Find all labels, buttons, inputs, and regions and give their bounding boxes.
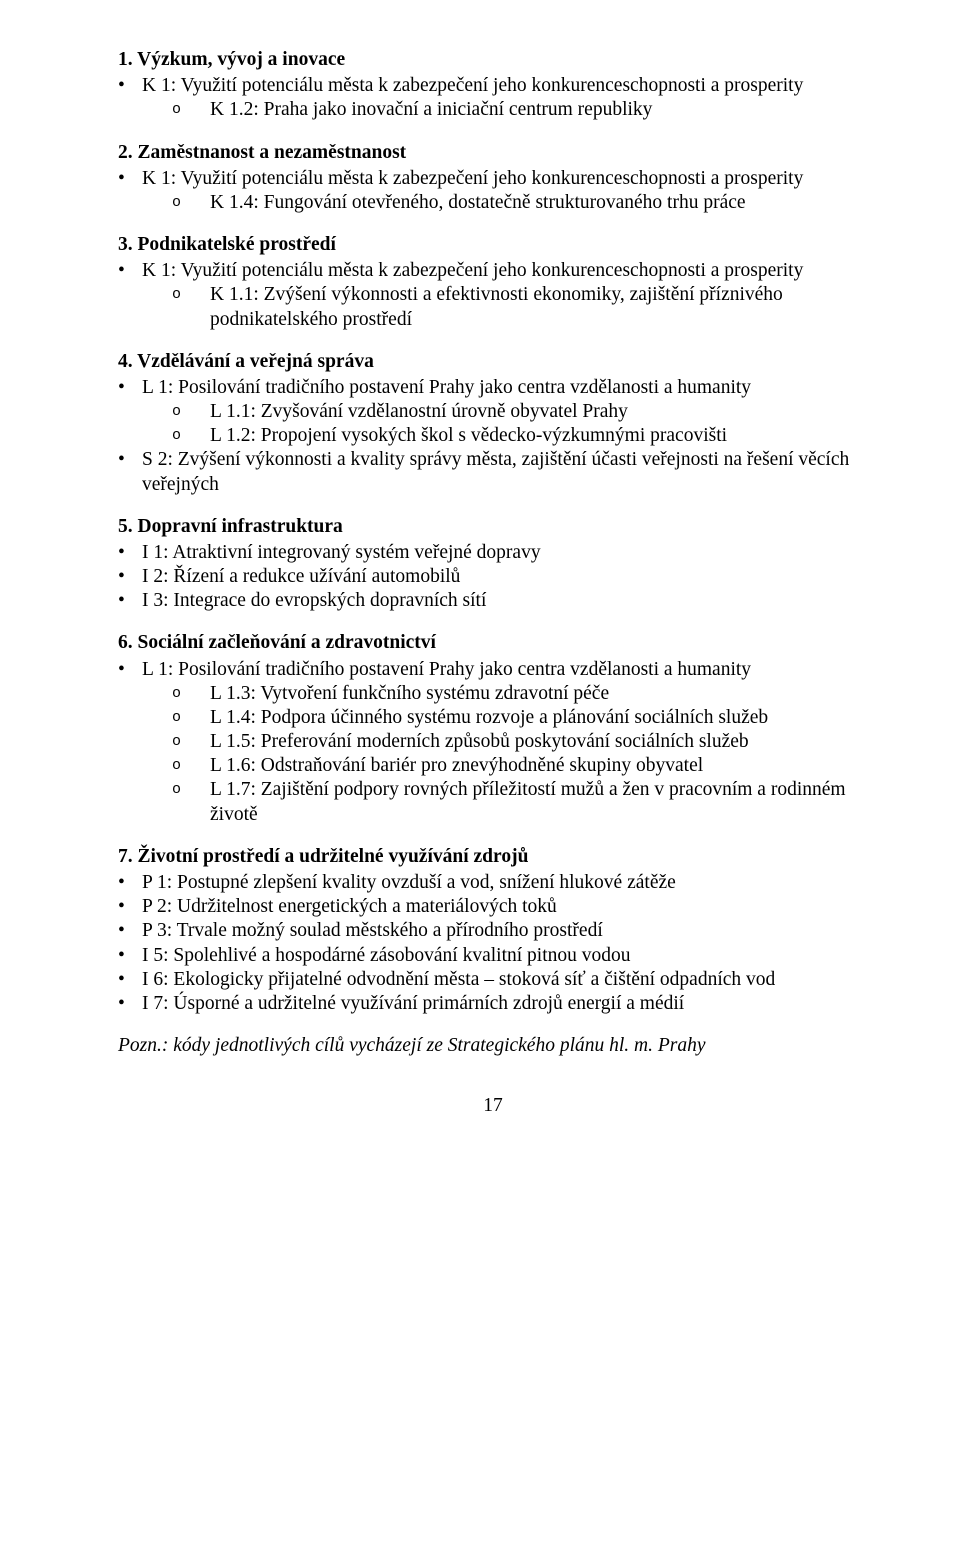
sub-list: K 1.4: Fungování otevřeného, dostatečně …: [142, 191, 868, 215]
bullet-list: L 1: Posilování tradičního postavení Pra…: [118, 658, 868, 827]
sub-list-item: K 1.2: Praha jako inovační a iniciační c…: [142, 98, 868, 122]
list-item: I 1: Atraktivní integrovaný systém veřej…: [118, 541, 868, 565]
section-heading: 3. Podnikatelské prostředí: [118, 233, 868, 257]
item-text: K 1: Využití potenciálu města k zabezpeč…: [142, 168, 803, 189]
sub-list-item: L 1.1: Zvyšování vzdělanostní úrovně oby…: [142, 400, 868, 424]
list-item: S 2: Zvýšení výkonnosti a kvality správy…: [118, 448, 868, 496]
list-item: L 1: Posilování tradičního postavení Pra…: [118, 376, 868, 449]
bullet-list: P 1: Postupné zlepšení kvality ovzduší a…: [118, 871, 868, 1016]
sub-list-item: L 1.7: Zajištění podpory rovných příleži…: [142, 778, 868, 826]
bullet-list: L 1: Posilování tradičního postavení Pra…: [118, 376, 868, 497]
item-text: K 1: Využití potenciálu města k zabezpeč…: [142, 75, 803, 96]
section-heading: 7. Životní prostředí a udržitelné využív…: [118, 845, 868, 869]
sub-item-text: L 1.6: Odstraňování bariér pro znevýhodn…: [210, 755, 703, 776]
list-item: I 5: Spolehlivé a hospodárné zásobování …: [118, 944, 868, 968]
sub-list-item: L 1.6: Odstraňování bariér pro znevýhodn…: [142, 754, 868, 778]
list-item: L 1: Posilování tradičního postavení Pra…: [118, 658, 868, 827]
sub-item-text: L 1.4: Podpora účinného systému rozvoje …: [210, 707, 768, 728]
item-text: L 1: Posilování tradičního postavení Pra…: [142, 659, 751, 680]
sub-item-text: L 1.7: Zajištění podpory rovných příleži…: [210, 779, 846, 824]
list-item: I 2: Řízení a redukce užívání automobilů: [118, 565, 868, 589]
list-item: K 1: Využití potenciálu města k zabezpeč…: [118, 167, 868, 215]
list-item: I 7: Úsporné a udržitelné využívání prim…: [118, 992, 868, 1016]
item-text: P 3: Trvale možný soulad městského a pří…: [142, 920, 603, 941]
section-heading: 5. Dopravní infrastruktura: [118, 515, 868, 539]
list-item: P 3: Trvale možný soulad městského a pří…: [118, 919, 868, 943]
bullet-list: I 1: Atraktivní integrovaný systém veřej…: [118, 541, 868, 614]
section-heading: 6. Sociální začleňování a zdravotnictví: [118, 631, 868, 655]
list-item: K 1: Využití potenciálu města k zabezpeč…: [118, 74, 868, 122]
item-text: I 5: Spolehlivé a hospodárné zásobování …: [142, 945, 631, 966]
sub-list: L 1.3: Vytvoření funkčního systému zdrav…: [142, 682, 868, 827]
item-text: P 2: Udržitelnost energetických a materi…: [142, 896, 557, 917]
document-page: 1. Výzkum, vývoj a inovace K 1: Využití …: [0, 0, 960, 1158]
list-item: P 2: Udržitelnost energetických a materi…: [118, 895, 868, 919]
sub-list: L 1.1: Zvyšování vzdělanostní úrovně oby…: [142, 400, 868, 448]
sub-item-text: L 1.1: Zvyšování vzdělanostní úrovně oby…: [210, 401, 628, 422]
sub-list-item: L 1.4: Podpora účinného systému rozvoje …: [142, 706, 868, 730]
footnote: Pozn.: kódy jednotlivých cílů vycházejí …: [118, 1034, 868, 1058]
sub-list-item: L 1.2: Propojení vysokých škol s vědecko…: [142, 424, 868, 448]
page-number: 17: [118, 1094, 868, 1118]
item-text: P 1: Postupné zlepšení kvality ovzduší a…: [142, 872, 676, 893]
item-text: K 1: Využití potenciálu města k zabezpeč…: [142, 260, 803, 281]
list-item: P 1: Postupné zlepšení kvality ovzduší a…: [118, 871, 868, 895]
sub-list-item: K 1.1: Zvýšení výkonnosti a efektivnosti…: [142, 283, 868, 331]
bullet-list: K 1: Využití potenciálu města k zabezpeč…: [118, 167, 868, 215]
item-text: S 2: Zvýšení výkonnosti a kvality správy…: [142, 449, 849, 494]
sub-list-item: L 1.5: Preferování moderních způsobů pos…: [142, 730, 868, 754]
sub-list-item: K 1.4: Fungování otevřeného, dostatečně …: [142, 191, 868, 215]
section-heading: 1. Výzkum, vývoj a inovace: [118, 48, 868, 72]
list-item: I 3: Integrace do evropských dopravních …: [118, 589, 868, 613]
sub-item-text: K 1.2: Praha jako inovační a iniciační c…: [210, 99, 652, 120]
item-text: I 6: Ekologicky přijatelné odvodnění měs…: [142, 969, 775, 990]
section-heading: 4. Vzdělávání a veřejná správa: [118, 350, 868, 374]
sub-item-text: L 1.2: Propojení vysokých škol s vědecko…: [210, 425, 727, 446]
item-text: I 7: Úsporné a udržitelné využívání prim…: [142, 993, 684, 1014]
sub-list: K 1.1: Zvýšení výkonnosti a efektivnosti…: [142, 283, 868, 331]
sub-item-text: L 1.5: Preferování moderních způsobů pos…: [210, 731, 749, 752]
sub-list: K 1.2: Praha jako inovační a iniciační c…: [142, 98, 868, 122]
list-item: K 1: Využití potenciálu města k zabezpeč…: [118, 259, 868, 332]
item-text: I 1: Atraktivní integrovaný systém veřej…: [142, 542, 541, 563]
item-text: L 1: Posilování tradičního postavení Pra…: [142, 377, 751, 398]
list-item: I 6: Ekologicky přijatelné odvodnění měs…: [118, 968, 868, 992]
sub-item-text: L 1.3: Vytvoření funkčního systému zdrav…: [210, 683, 609, 704]
bullet-list: K 1: Využití potenciálu města k zabezpeč…: [118, 259, 868, 332]
item-text: I 2: Řízení a redukce užívání automobilů: [142, 566, 460, 587]
section-heading: 2. Zaměstnanost a nezaměstnanost: [118, 141, 868, 165]
item-text: I 3: Integrace do evropských dopravních …: [142, 590, 486, 611]
sub-list-item: L 1.3: Vytvoření funkčního systému zdrav…: [142, 682, 868, 706]
sub-item-text: K 1.1: Zvýšení výkonnosti a efektivnosti…: [210, 284, 783, 329]
bullet-list: K 1: Využití potenciálu města k zabezpeč…: [118, 74, 868, 122]
sub-item-text: K 1.4: Fungování otevřeného, dostatečně …: [210, 192, 746, 213]
